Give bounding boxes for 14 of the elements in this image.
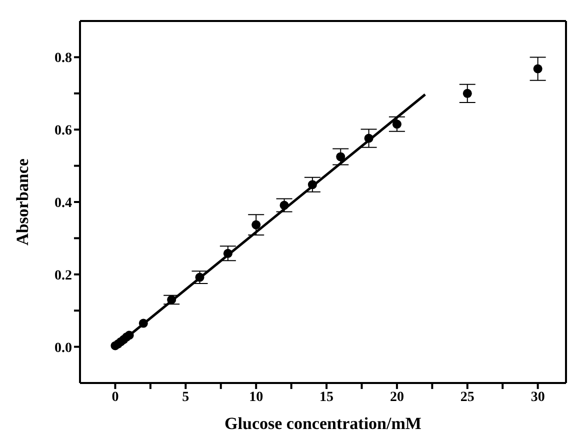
y-tick-label: 0.8	[54, 51, 72, 66]
x-axis-title: Glucose concentration/mM	[224, 414, 422, 433]
y-tick-label: 0.6	[54, 124, 72, 139]
x-tick-label: 25	[460, 390, 474, 405]
y-axis-title: Absorbance	[13, 158, 32, 246]
x-tick-label: 20	[390, 390, 404, 405]
x-tick-label: 30	[530, 390, 545, 405]
y-tick-label: 0.4	[54, 196, 72, 211]
x-tick-label: 0	[112, 390, 119, 405]
x-tick-label: 15	[320, 390, 334, 405]
x-tick-label: 5	[182, 390, 190, 405]
y-tick-label: 0.0	[54, 340, 72, 356]
x-tick-label: 10	[249, 390, 264, 405]
y-tick-label: 0.2	[54, 268, 72, 284]
